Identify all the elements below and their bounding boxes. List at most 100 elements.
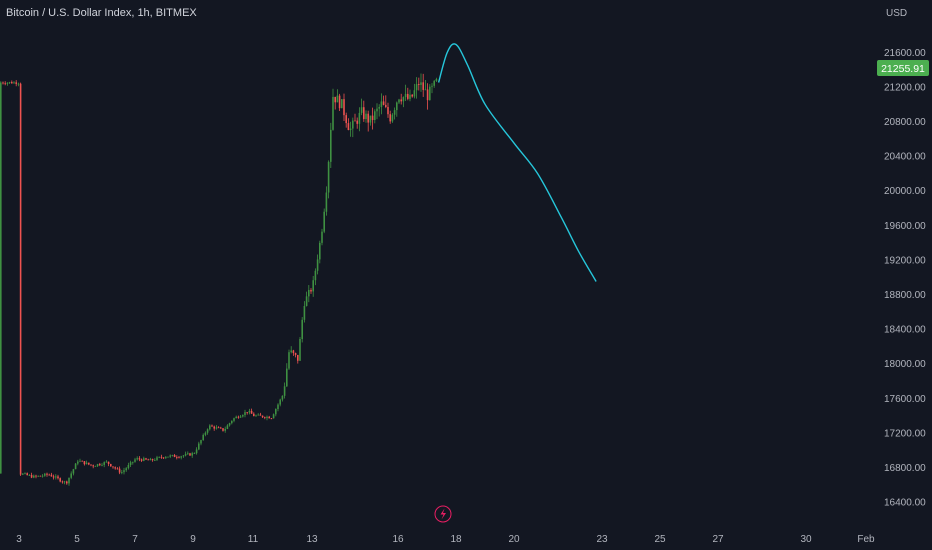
candle-body (26, 473, 28, 476)
candle-body (332, 96, 334, 130)
candle-body (158, 456, 160, 458)
candle-body (352, 120, 354, 129)
candle-body (268, 416, 270, 419)
candle-body (391, 114, 394, 122)
candle-body (312, 280, 314, 292)
candle-body (11, 82, 13, 84)
candle-body (358, 112, 361, 124)
x-tick-label: 9 (190, 534, 196, 545)
candle-body (151, 459, 154, 461)
candle-body (132, 461, 134, 463)
y-tick-label: 18800.00 (884, 290, 926, 301)
candle-body (90, 464, 92, 466)
lightning-icon[interactable] (434, 505, 452, 523)
candle-body (371, 115, 374, 120)
candle-body (184, 453, 187, 456)
candle-body (107, 461, 110, 464)
candle-body (220, 427, 222, 429)
candle-body (52, 476, 55, 478)
candle-body (253, 413, 255, 417)
candle-body (125, 468, 127, 471)
x-tick-label: 11 (248, 534, 259, 545)
candle-body (6, 82, 9, 84)
candle-body (66, 481, 68, 484)
candle-body (294, 353, 297, 355)
x-tick-label: 20 (508, 534, 520, 545)
candle-body (147, 459, 149, 461)
candle-body (270, 418, 273, 420)
y-tick-label: 20400.00 (884, 152, 926, 163)
candle-body (367, 113, 369, 123)
candle-body (242, 415, 244, 417)
candle-body (354, 120, 356, 122)
last-price-tag-bg (877, 60, 929, 76)
candle-body (79, 460, 81, 462)
y-tick-label: 20000.00 (884, 186, 926, 197)
candle-body (233, 418, 235, 421)
candle-body (72, 469, 75, 474)
candle-body (41, 475, 44, 477)
candle-body (81, 460, 83, 462)
candle-body (250, 410, 253, 414)
candle-body (85, 462, 88, 465)
candle-body (114, 467, 116, 469)
price-axis[interactable]: USD 21600.00 21200.00 20800.00 20400.00 2000… (884, 8, 926, 509)
candle-body (217, 427, 220, 429)
y-tick-label: 20800.00 (884, 117, 926, 128)
candle-body (213, 426, 215, 429)
candle-body (396, 102, 398, 111)
candle-body (319, 242, 321, 260)
candle-body (165, 456, 167, 458)
x-tick-label: 25 (654, 534, 666, 545)
candle-body (2, 82, 4, 84)
candle-body (180, 456, 182, 458)
candle-body (35, 475, 37, 477)
candle-body (404, 93, 407, 98)
candle-body (39, 475, 42, 477)
candle-body (431, 85, 433, 87)
candle-body (303, 305, 306, 320)
candle-body (325, 192, 328, 212)
candle-body (136, 458, 138, 460)
candle-body (290, 350, 292, 353)
candle-body (330, 129, 332, 162)
candle-body (259, 414, 262, 416)
candle-body (121, 472, 123, 473)
y-tick-label: 18000.00 (884, 359, 926, 370)
candle-body (50, 474, 53, 477)
candle-body (94, 466, 97, 467)
candle-body (83, 461, 86, 465)
candle-body (204, 432, 207, 435)
candle-body (424, 89, 427, 91)
candle-body (415, 84, 418, 91)
candle-body (74, 463, 77, 470)
x-tick-label: 7 (132, 534, 138, 545)
candle-body (105, 461, 108, 463)
candle-body (28, 474, 31, 476)
candle-body (299, 339, 301, 361)
candle-body (341, 99, 343, 109)
candle-body (22, 473, 24, 475)
candle-body (59, 478, 61, 482)
candle-body (191, 453, 193, 456)
candle-body (24, 473, 26, 475)
candle-body (281, 395, 284, 400)
candle-body (173, 454, 176, 458)
candle-body (235, 416, 237, 419)
candle-body (46, 473, 48, 475)
y-tick-label: 18400.00 (884, 325, 926, 336)
candle-body (297, 354, 299, 361)
candle-body (17, 83, 20, 85)
candle-body (0, 82, 2, 474)
candle-body (162, 457, 165, 459)
candle-body (261, 415, 264, 418)
candle-body (279, 399, 281, 405)
candle-body (378, 107, 380, 109)
time-axis[interactable]: 3 5 7 9 11 13 16 18 20 23 25 27 30 Feb (16, 534, 875, 545)
candle-body (314, 270, 317, 281)
candle-body (231, 420, 233, 424)
candle-body (255, 415, 257, 417)
candle-body (257, 414, 259, 416)
candle-body (356, 120, 358, 124)
